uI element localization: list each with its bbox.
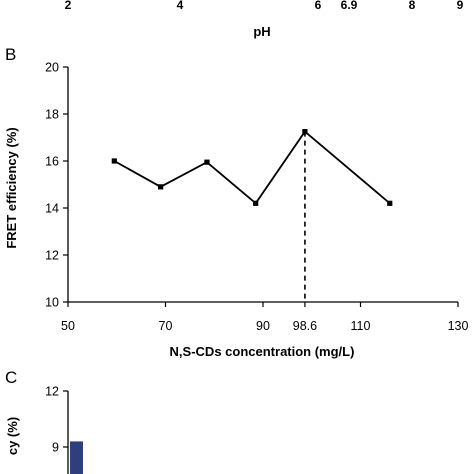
panel-a: 2 4 6 6.9 8 9 <box>65 0 464 12</box>
panel-c-y-tick-label: 9 <box>52 441 59 455</box>
panel-b-y-tick-label: 14 <box>45 202 59 216</box>
panel-c-y-tick-label: 12 <box>45 385 59 399</box>
panel-b: 10 12 14 16 18 20 50 70 90 98.6 110 130 <box>45 61 468 334</box>
panel-b-series-line <box>113 130 391 205</box>
panel-b-y-tick-label: 10 <box>45 296 59 310</box>
panel-b-x-tick-label: 50 <box>61 319 75 333</box>
panel-b-data-point <box>387 200 393 206</box>
panel-a-x-tick-label: 2 <box>65 0 72 12</box>
panel-b-data-point <box>253 200 259 206</box>
panel-a-x-axis-label: pH <box>253 24 270 39</box>
panel-b-x-tick-label: 98.6 <box>293 319 317 333</box>
panel-b-data-point <box>111 158 117 164</box>
panel-b-x-tick-label: 70 <box>159 319 173 333</box>
panel-b-data-point <box>302 129 308 135</box>
panel-b-y-tick-label: 16 <box>45 155 59 169</box>
panel-b-y-tick-label: 20 <box>45 61 59 75</box>
panel-a-x-tick-label: 6.9 <box>341 0 358 12</box>
panel-c-y-axis-label: cy (%) <box>5 417 20 455</box>
panel-a-x-tick-label: 6 <box>315 0 322 12</box>
panel-b-x-tick-label: 110 <box>351 319 371 333</box>
panel-a-x-tick-label: 4 <box>177 0 184 12</box>
panel-c-label: C <box>5 368 17 387</box>
panel-b-y-tick-label: 18 <box>45 108 59 122</box>
panel-b-data-point <box>158 184 164 190</box>
panel-c-bar <box>70 441 83 474</box>
panel-c: 12 9 <box>45 385 83 474</box>
panel-b-y-tick-label: 12 <box>45 249 59 263</box>
panel-b-x-axis-label: N,S-CDs concentration (mg/L) <box>170 344 355 359</box>
panel-b-x-tick-label: 90 <box>256 319 270 333</box>
panel-b-y-axis-label: FRET efficiency (%) <box>4 127 19 248</box>
panel-b-x-tick-label: 130 <box>448 319 469 333</box>
panel-b-label: B <box>5 45 16 64</box>
panel-a-x-tick-label: 9 <box>457 0 464 12</box>
panel-a-x-tick-label: 8 <box>409 0 416 12</box>
panel-b-data-point <box>204 159 210 165</box>
